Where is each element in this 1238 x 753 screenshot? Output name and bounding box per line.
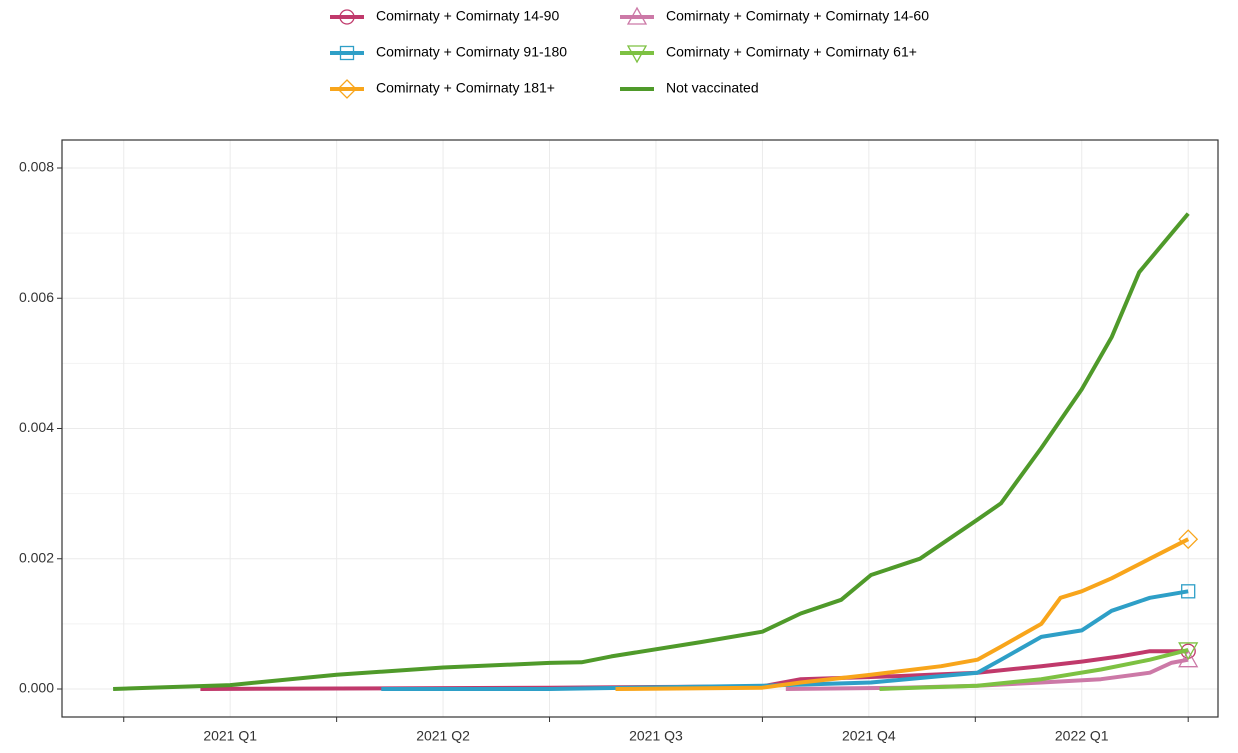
legend-label: Comirnaty + Comirnaty + Comirnaty 14-60	[666, 8, 929, 24]
x-tick-label: 2022 Q1	[1055, 728, 1109, 744]
marker	[1178, 642, 1199, 661]
y-tick-label: 0.006	[19, 289, 54, 305]
marker	[339, 45, 355, 61]
x-tick-label: 2021 Q4	[842, 728, 896, 744]
x-tick-label: 2021 Q3	[629, 728, 683, 744]
legend: Comirnaty + Comirnaty 14-90 Comirnaty + C…	[330, 6, 929, 99]
series-line	[879, 647, 1189, 691]
x-tick-label: 2021 Q1	[203, 728, 257, 744]
legend-label: Comirnaty + Comirnaty 14-90	[376, 8, 559, 24]
legend-label: Comirnaty + Comirnaty 181+	[376, 80, 555, 96]
legend-label: Comirnaty + Comirnaty + Comirnaty 61+	[666, 44, 917, 60]
marker	[339, 9, 355, 25]
y-tick-label: 0.008	[19, 159, 54, 175]
legend-label: Not vaccinated	[666, 80, 759, 96]
marker	[1181, 584, 1196, 599]
y-tick-label: 0.004	[19, 419, 54, 435]
series-line	[615, 537, 1190, 691]
legend-label: Comirnaty + Comirnaty 91-180	[376, 44, 567, 60]
marker	[1178, 529, 1199, 550]
marker	[626, 45, 648, 64]
marker	[626, 6, 648, 25]
y-tick-label: 0.002	[19, 549, 54, 565]
series-line	[113, 212, 1190, 691]
x-tick-label: 2021 Q2	[416, 728, 470, 744]
marker	[1178, 649, 1199, 668]
y-tick-label: 0.000	[19, 680, 54, 696]
marker	[337, 79, 357, 99]
